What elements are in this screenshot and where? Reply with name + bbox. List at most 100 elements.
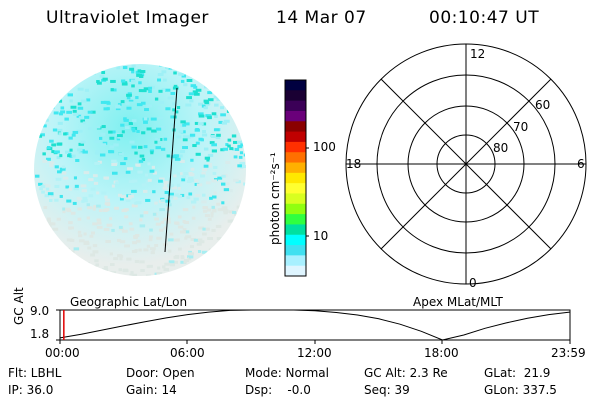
globe-pixel <box>188 92 195 96</box>
globe-pixel <box>134 260 139 264</box>
globe-pixel <box>234 147 240 151</box>
globe-pixel <box>82 121 86 125</box>
globe-pixel <box>139 224 146 228</box>
time-label: 00:10:47 UT <box>429 8 540 28</box>
globe-pixel <box>63 88 67 92</box>
globe-pixel <box>234 74 239 78</box>
globe-pixel <box>52 84 57 88</box>
globe-pixel <box>123 81 128 85</box>
globe-pixel <box>94 259 99 263</box>
globe-pixel <box>217 208 224 212</box>
globe-pixel <box>77 69 82 73</box>
globe-pixel <box>141 89 147 93</box>
globe-pixel <box>162 265 166 269</box>
globe-pixel <box>46 217 51 221</box>
globe-pixel <box>146 104 152 108</box>
globe-pixel <box>233 220 239 224</box>
globe-pixel <box>99 153 106 157</box>
geographic-label: Geographic Lat/Lon <box>70 295 188 309</box>
globe-pixel <box>213 191 217 195</box>
uv-globe-image <box>34 64 246 276</box>
globe-pixel <box>53 86 59 90</box>
globe-pixel <box>236 205 243 209</box>
globe-pixel <box>56 128 63 132</box>
globe-pixel <box>223 119 230 123</box>
globe-pixel <box>191 263 197 267</box>
globe-pixel <box>135 234 140 238</box>
mlat-label-60: 60 <box>535 98 551 112</box>
mode-info: Mode: Normal <box>245 366 329 380</box>
globe-pixel <box>54 198 59 202</box>
globe-pixel <box>131 249 138 253</box>
globe-pixel <box>204 79 209 83</box>
globe-pixel <box>123 118 129 122</box>
globe-pixel <box>226 109 233 113</box>
globe-pixel <box>51 275 56 276</box>
globe-pixel <box>111 171 118 175</box>
globe-pixel <box>130 271 134 275</box>
globe-pixel <box>83 171 90 175</box>
mlt-label-0: 0 <box>469 276 477 290</box>
globe-pixel <box>121 79 126 83</box>
globe-pixel <box>204 214 210 218</box>
globe-pixel <box>203 147 209 151</box>
globe-pixel <box>96 218 102 222</box>
globe-pixel <box>183 83 188 87</box>
globe-pixel <box>214 103 219 107</box>
globe-pixel <box>206 162 212 166</box>
globe-pixel <box>176 238 180 242</box>
globe-pixel <box>185 235 192 239</box>
globe-pixel <box>69 148 73 152</box>
globe-pixel <box>197 250 202 254</box>
alt-ytick-9: 9.0 <box>30 304 50 318</box>
globe-pixel <box>198 226 204 230</box>
globe-pixel <box>110 271 117 275</box>
globe-pixel <box>237 71 243 75</box>
globe-pixel <box>154 140 158 144</box>
globe-pixel <box>227 144 231 148</box>
globe-pixel <box>157 72 164 76</box>
globe-pixel <box>100 100 107 104</box>
globe-pixel <box>132 241 138 245</box>
colorbar-frame <box>284 79 307 277</box>
colorbar-segment <box>285 265 306 277</box>
altitude-plot <box>56 309 571 344</box>
globe-pixel <box>133 275 137 276</box>
globe-pixel <box>82 196 88 200</box>
globe-pixel <box>186 78 193 82</box>
globe-pixel <box>77 217 82 221</box>
globe-pixel <box>110 88 114 92</box>
globe-pixel <box>223 209 229 213</box>
globe-pixel <box>158 64 164 67</box>
globe-pixel <box>124 126 130 130</box>
globe-pixel <box>220 253 227 257</box>
globe-pixel <box>220 247 227 251</box>
globe-pixel <box>142 189 148 193</box>
globe-pixel <box>61 74 67 78</box>
globe-pixel <box>242 205 246 209</box>
globe-pixel <box>203 85 209 89</box>
globe-pixel <box>141 131 146 135</box>
globe-pixel <box>120 195 127 199</box>
globe-pixel <box>58 99 63 103</box>
globe-pixel <box>143 211 149 215</box>
globe-pixel <box>228 107 234 111</box>
globe-pixel <box>100 143 107 147</box>
dsp-info: Dsp: -0.0 <box>245 383 311 397</box>
globe-pixel <box>59 194 63 198</box>
globe-pixel <box>72 109 77 113</box>
globe-pixel <box>127 92 132 96</box>
globe-pixel <box>162 78 167 82</box>
globe-pixel <box>92 222 98 226</box>
globe-pixel <box>157 266 161 270</box>
globe-pixel <box>237 234 242 238</box>
globe-pixel <box>190 237 197 241</box>
colorbar-segment <box>285 131 306 143</box>
globe-pixel <box>139 218 143 222</box>
globe-pixel <box>88 178 94 182</box>
globe-pixel <box>173 174 177 178</box>
globe-pixel <box>234 71 241 75</box>
globe-pixel <box>70 105 77 109</box>
globe-pixel <box>42 241 48 245</box>
polar-mlat-mlt-plot <box>345 43 587 285</box>
